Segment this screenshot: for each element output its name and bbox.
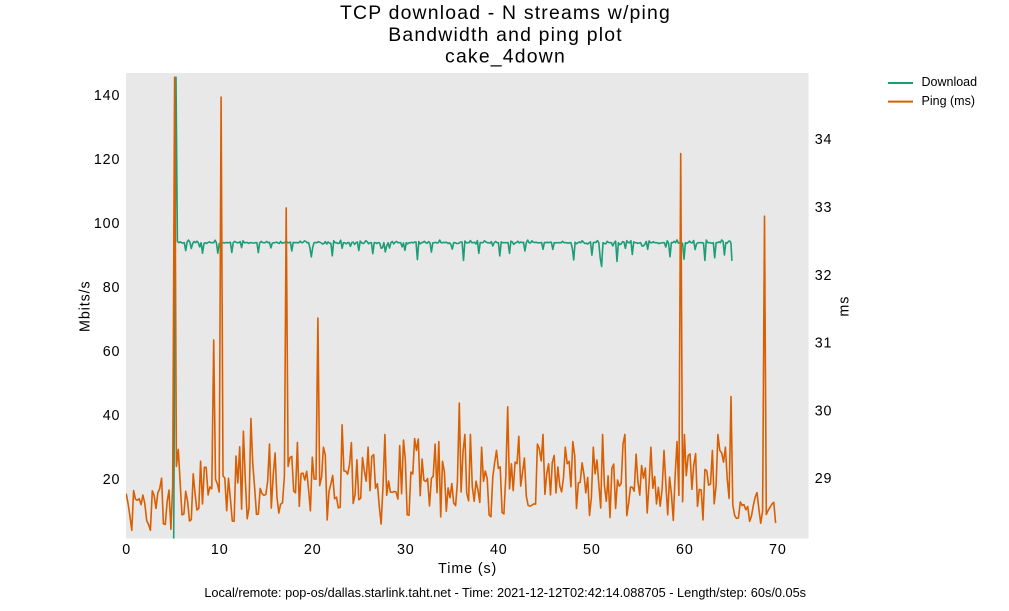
svg-text:20: 20 — [304, 542, 322, 558]
svg-text:120: 120 — [94, 152, 121, 168]
svg-text:60: 60 — [103, 344, 121, 360]
svg-text:60: 60 — [676, 542, 694, 558]
svg-text:34: 34 — [815, 132, 833, 148]
svg-text:40: 40 — [103, 408, 121, 424]
svg-text:140: 140 — [94, 88, 121, 104]
svg-text:50: 50 — [583, 542, 601, 558]
svg-text:TCP download - N streams w/pin: TCP download - N streams w/ping — [340, 2, 671, 24]
svg-text:30: 30 — [815, 403, 833, 419]
svg-text:80: 80 — [103, 280, 121, 296]
svg-text:20: 20 — [103, 472, 121, 488]
svg-text:40: 40 — [490, 542, 508, 558]
svg-text:33: 33 — [815, 200, 833, 216]
svg-text:Time (s): Time (s) — [438, 561, 497, 577]
svg-text:Download: Download — [922, 75, 978, 89]
svg-text:100: 100 — [94, 216, 121, 232]
svg-text:Bandwidth and ping plot: Bandwidth and ping plot — [388, 24, 623, 46]
svg-text:70: 70 — [769, 542, 787, 558]
svg-text:Local/remote: pop-os/dallas.st: Local/remote: pop-os/dallas.starlink.tah… — [204, 585, 806, 600]
svg-text:29: 29 — [815, 471, 833, 487]
svg-text:ms: ms — [837, 296, 853, 317]
svg-text:31: 31 — [815, 336, 833, 352]
svg-text:cake_4down: cake_4down — [445, 46, 566, 68]
svg-text:0: 0 — [122, 542, 131, 558]
svg-text:32: 32 — [815, 268, 833, 284]
svg-text:Mbits/s: Mbits/s — [78, 280, 94, 332]
svg-text:30: 30 — [397, 542, 415, 558]
svg-text:10: 10 — [211, 542, 229, 558]
svg-text:Ping (ms): Ping (ms) — [922, 94, 975, 108]
